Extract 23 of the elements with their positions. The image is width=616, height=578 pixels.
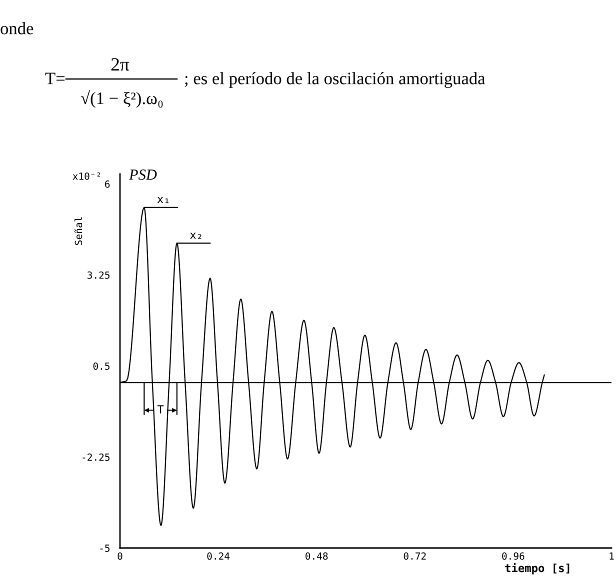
x-tick-label: 1 — [610, 552, 614, 560]
x-tick-label: 0.24 — [207, 552, 230, 560]
x-tick-label: 0 — [118, 552, 122, 560]
text: √(1 − ξ²).ω₀ — [80, 90, 163, 108]
annotation: x₂ — [190, 232, 202, 239]
chart-title: PSD — [128, 170, 157, 180]
annotation: T — [157, 405, 164, 414]
text: 2π — [111, 58, 130, 71]
x-axis-title: tiempo [s] — [505, 563, 570, 574]
y-tick-label: -5 — [100, 544, 110, 552]
y-tick-label: 3.25 — [88, 271, 110, 279]
x-tick-label: 0.72 — [404, 552, 426, 560]
annotation: x₁ — [157, 196, 169, 204]
y-tick-label: 0.5 — [93, 362, 110, 370]
x-tick-label: 0.48 — [306, 552, 328, 560]
y-axis-title: Señal — [74, 217, 82, 245]
x-tick-label: 0.96 — [502, 552, 524, 560]
text: onde — [0, 22, 34, 34]
text: ; es el período de la oscilación amortiguada — [184, 72, 486, 88]
text: x10⁻² — [72, 172, 100, 180]
y-tick-label: 6 — [105, 180, 110, 188]
y-tick-label: -2.25 — [82, 453, 110, 461]
text: T= — [45, 72, 65, 84]
